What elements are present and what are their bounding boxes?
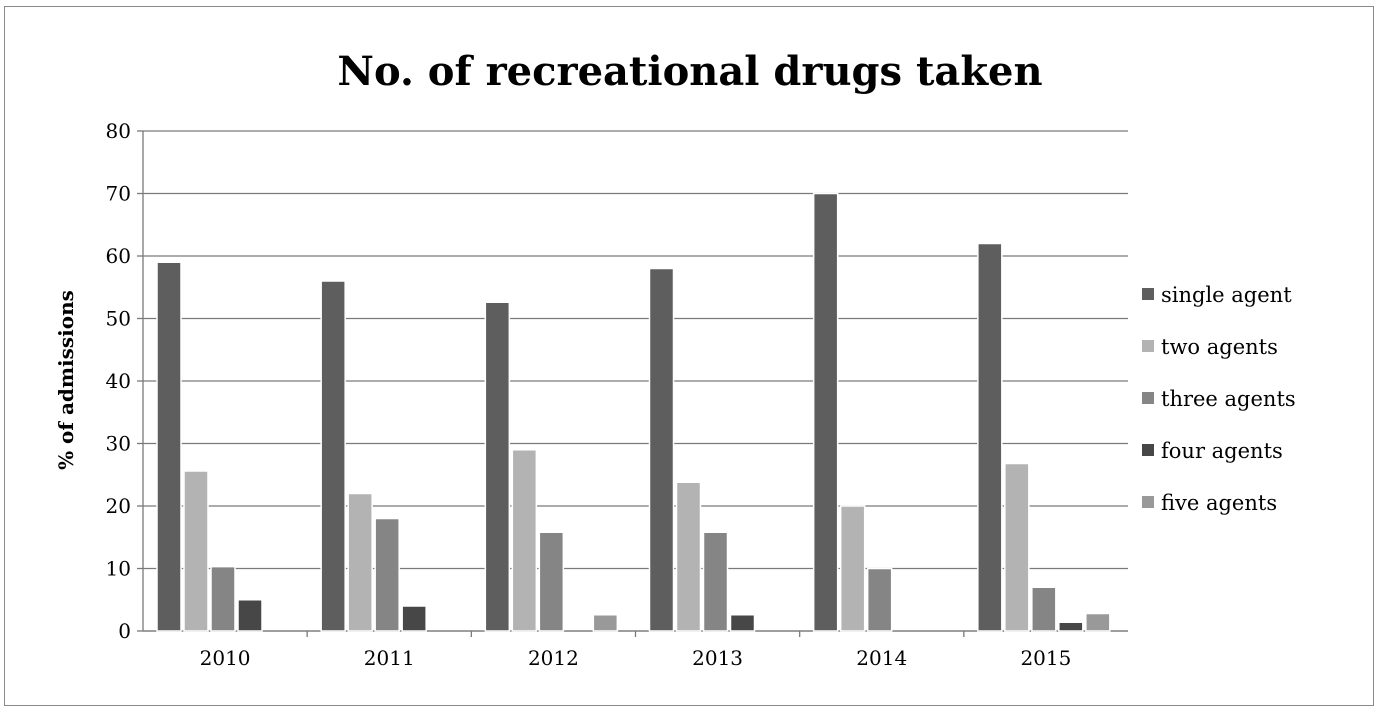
legend-label: five agents	[1161, 491, 1277, 515]
legend-label: four agents	[1161, 439, 1283, 463]
legend-label: two agents	[1161, 335, 1278, 359]
legend-label: single agent	[1161, 283, 1292, 307]
y-tick-label: 40	[106, 369, 131, 393]
bar	[183, 470, 209, 632]
bar	[1031, 586, 1057, 632]
bar	[401, 605, 427, 632]
y-tick-label: 30	[106, 432, 131, 456]
y-tick-label: 60	[106, 244, 131, 268]
bar	[511, 449, 538, 632]
y-tick-label: 50	[106, 307, 131, 331]
bar	[977, 242, 1003, 632]
bar	[538, 531, 565, 632]
bar	[484, 301, 511, 632]
legend-swatch	[1142, 340, 1154, 352]
bar	[210, 565, 236, 632]
chart-title: No. of recreational drugs taken	[337, 48, 1042, 95]
bar	[237, 599, 263, 632]
bar	[1058, 621, 1084, 632]
y-tick-label: 70	[106, 182, 131, 206]
y-tick-label: 80	[106, 119, 131, 143]
y-axis-label: % of admissions	[54, 290, 78, 470]
legend-label: three agents	[1161, 387, 1296, 411]
legend-swatch	[1142, 392, 1154, 404]
bar	[729, 614, 756, 632]
y-tick-label: 0	[118, 619, 131, 643]
bar	[866, 567, 893, 632]
y-tick-label: 10	[106, 557, 131, 581]
legend: single agent two agents three agents four a…	[1142, 283, 1296, 515]
bar	[702, 531, 729, 632]
x-tick-label: 2013	[692, 646, 743, 670]
x-tick-label: 2010	[200, 646, 251, 670]
bar	[839, 505, 866, 632]
bar	[347, 492, 373, 632]
gridlines	[137, 130, 1128, 637]
bar	[156, 261, 182, 632]
x-tick-label: 2015	[1020, 646, 1071, 670]
legend-swatch	[1142, 288, 1154, 300]
y-tick-label: 20	[106, 494, 131, 518]
bar	[648, 267, 675, 632]
bar	[374, 517, 400, 632]
bars	[156, 192, 1111, 632]
x-tick-label: 2012	[528, 646, 579, 670]
x-tick-label: 2011	[364, 646, 415, 670]
legend-swatch	[1142, 444, 1154, 456]
x-tick-label: 2014	[856, 646, 907, 670]
y-axis-ticks: 0 10 20 30 40 50 60 70 80	[106, 119, 131, 643]
bar	[320, 280, 346, 632]
bar	[592, 614, 619, 632]
bar	[675, 481, 702, 632]
bar	[1085, 612, 1111, 632]
x-axis-ticks: 2010 2011 2012 2013 2014 2015	[200, 646, 1072, 670]
bar	[1004, 462, 1030, 632]
legend-swatch	[1142, 496, 1154, 508]
bar	[812, 192, 839, 632]
